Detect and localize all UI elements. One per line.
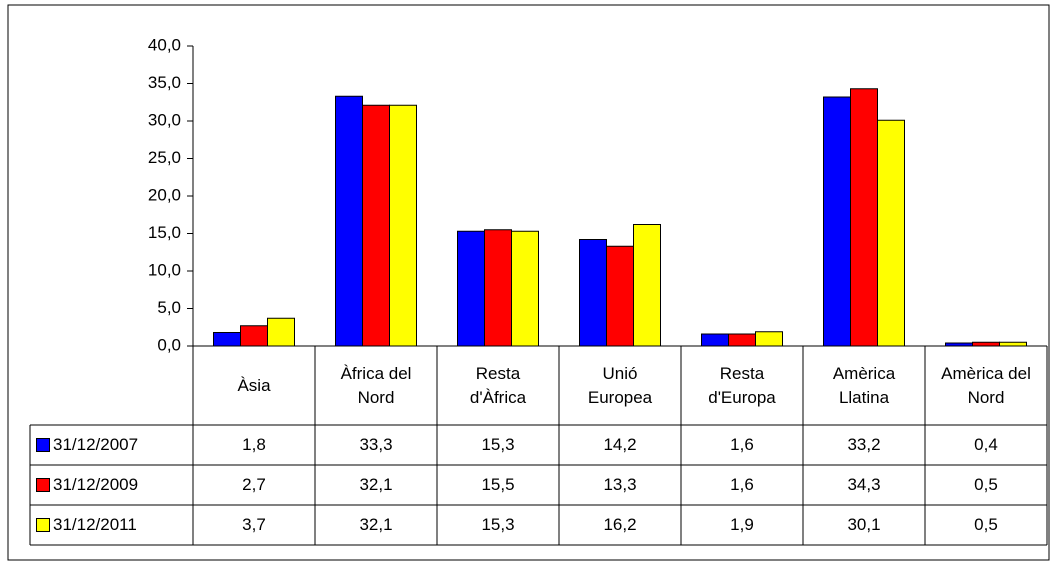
bar	[511, 230, 539, 347]
y-tick-label: 30,0	[148, 110, 181, 129]
legend-label: 31/12/2009	[53, 475, 139, 494]
x-tick-label: Àfrica del Nord	[340, 363, 412, 407]
table-value: 15,3	[481, 435, 515, 454]
legend-label: 31/12/2007	[53, 435, 139, 454]
bar	[267, 317, 295, 347]
y-tick-label: 35,0	[148, 73, 181, 92]
x-tick-label: Amèrica Llatina	[832, 363, 896, 407]
y-tick-label: 0,0	[157, 335, 181, 354]
bar	[389, 104, 417, 347]
x-tick-label: Amèrica del Nord	[941, 363, 1031, 407]
bar	[945, 342, 973, 347]
table-value: 16,2	[603, 515, 637, 534]
bar	[823, 96, 851, 347]
table-value: 3,7	[242, 515, 266, 534]
bar	[972, 341, 1000, 347]
bar	[362, 104, 390, 347]
y-tick-label: 40,0	[148, 35, 181, 54]
table-value: 2,7	[242, 475, 266, 494]
y-tick-label: 10,0	[148, 260, 181, 279]
x-tick-label: Resta d'Europa	[708, 363, 776, 407]
table-value: 32,1	[359, 475, 393, 494]
bar	[213, 332, 241, 347]
y-tick-label: 20,0	[148, 185, 181, 204]
bar	[701, 333, 729, 347]
bar	[240, 325, 268, 347]
bar	[484, 229, 512, 347]
table-value: 34,3	[847, 475, 881, 494]
legend-item: 31/12/2009	[30, 465, 193, 505]
bar	[850, 88, 878, 347]
x-tick-label: Resta d'Àfrica	[469, 363, 527, 407]
y-tick-label: 15,0	[148, 223, 181, 242]
bar	[877, 119, 905, 347]
x-tick-label: Àsia	[237, 375, 271, 395]
x-tick-label: Unió Europea	[587, 363, 653, 407]
table-value: 33,2	[847, 435, 881, 454]
bar	[457, 230, 485, 347]
legend-swatch	[36, 438, 50, 452]
bar	[606, 245, 634, 347]
table-value: 0,4	[974, 435, 998, 454]
table-value: 0,5	[974, 475, 998, 494]
y-tick-label: 25,0	[148, 148, 181, 167]
table-value: 30,1	[847, 515, 881, 534]
table-value: 14,2	[603, 435, 637, 454]
frame	[7, 4, 1050, 561]
y-tick-label: 5,0	[157, 298, 181, 317]
table-value: 1,8	[242, 435, 266, 454]
bar	[999, 341, 1027, 347]
table-value: 1,6	[730, 475, 754, 494]
legend-item: 31/12/2011	[30, 505, 193, 545]
legend-swatch	[36, 478, 50, 492]
table-value: 33,3	[359, 435, 393, 454]
bar	[633, 224, 661, 347]
table-value: 1,6	[730, 435, 754, 454]
legend-item: 31/12/2007	[30, 425, 193, 465]
bar	[728, 333, 756, 347]
table-value: 15,5	[481, 475, 515, 494]
legend-label: 31/12/2011	[53, 515, 137, 534]
table-value: 13,3	[603, 475, 637, 494]
table-value: 1,9	[730, 515, 754, 534]
legend-swatch	[36, 518, 50, 532]
bar	[755, 331, 783, 347]
bar	[335, 95, 363, 347]
table-value: 32,1	[359, 515, 393, 534]
table-value: 15,3	[481, 515, 515, 534]
bar	[579, 239, 607, 347]
table-value: 0,5	[974, 515, 998, 534]
